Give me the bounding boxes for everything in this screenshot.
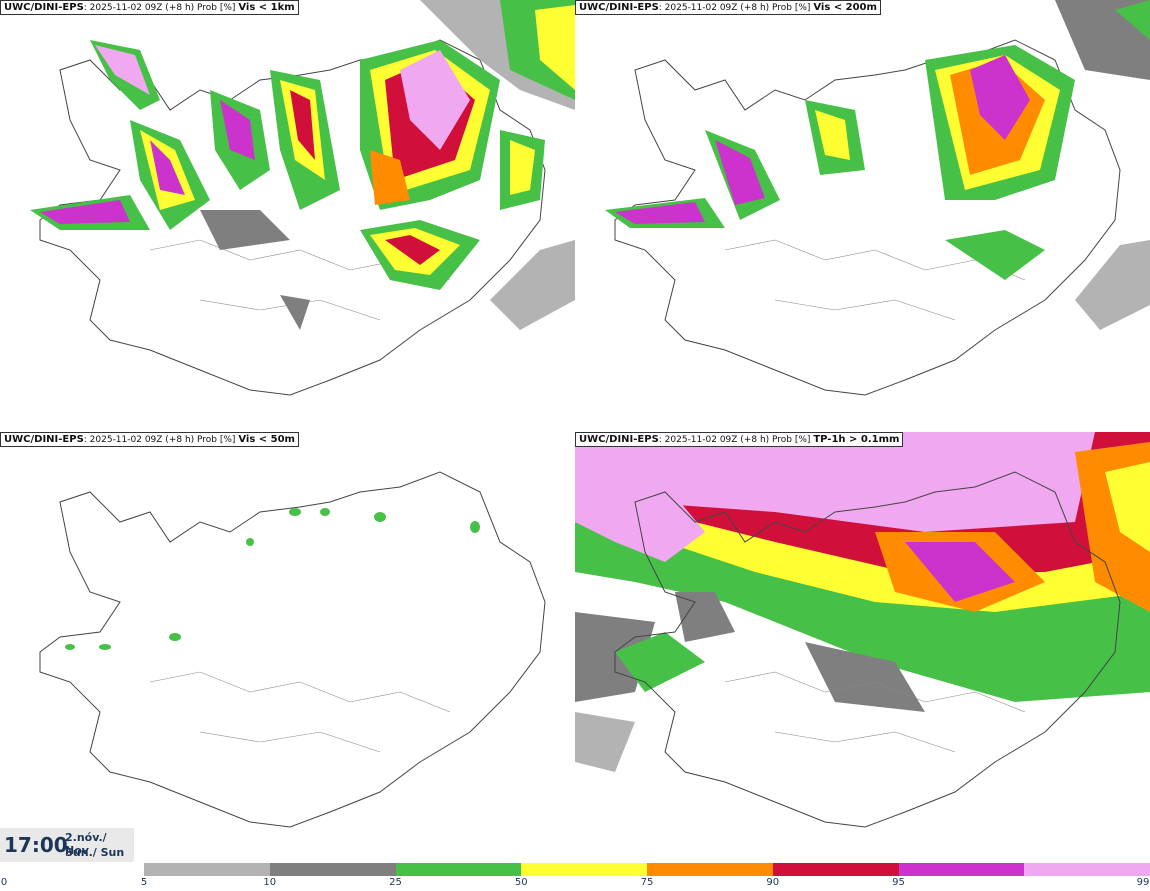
colorbar-tick-label: 10 bbox=[263, 877, 277, 888]
colorbar-tick-label: 5 bbox=[140, 877, 148, 888]
colorbar-segment bbox=[898, 863, 1025, 876]
colorbar-tick-label: 0 bbox=[0, 877, 8, 888]
colorbar-segment bbox=[521, 863, 647, 876]
valid-date-line1: 2.nóv./ Nov bbox=[65, 831, 107, 857]
probability-map bbox=[30, 0, 575, 396]
probability-map bbox=[605, 0, 1150, 396]
probability-map bbox=[39, 471, 546, 828]
colorbar-segment bbox=[144, 863, 270, 876]
map-panel-tp-1h: UWC/DINI-EPS: 2025-11-02 09Z (+8 h) Prob… bbox=[575, 432, 1150, 864]
colorbar-tick-label: 90 bbox=[766, 877, 780, 888]
probability-map bbox=[575, 432, 1150, 828]
map-panel-vis-50m: UWC/DINI-EPS: 2025-11-02 09Z (+8 h) Prob… bbox=[0, 432, 575, 864]
valid-time-box: 17:00 2.nóv./ Nov Sun./ Sun bbox=[0, 828, 134, 862]
colorbar-segment bbox=[269, 863, 396, 876]
valid-time: 17:00 bbox=[4, 833, 68, 857]
colorbar-tick-label: 50 bbox=[514, 877, 528, 888]
colorbar-segment bbox=[772, 863, 899, 876]
colorbar-segment bbox=[647, 863, 773, 876]
panel-title: UWC/DINI-EPS: 2025-11-02 09Z (+8 h) Prob… bbox=[0, 432, 299, 447]
colorbar-segment bbox=[395, 863, 522, 876]
colorbar-tick-label: 99 bbox=[1136, 877, 1150, 888]
map-panel-vis-200m: UWC/DINI-EPS: 2025-11-02 09Z (+8 h) Prob… bbox=[575, 0, 1150, 432]
panel-title: UWC/DINI-EPS: 2025-11-02 09Z (+8 h) Prob… bbox=[575, 432, 904, 447]
colorbar-tick-label: 95 bbox=[892, 877, 905, 888]
colorbar-tick-label: 25 bbox=[389, 877, 402, 888]
colorbar-segment bbox=[1024, 863, 1150, 876]
probability-colorbar bbox=[144, 863, 1150, 876]
valid-date-line2: Sun./ Sun bbox=[65, 846, 125, 859]
panel-title: UWC/DINI-EPS: 2025-11-02 09Z (+8 h) Prob… bbox=[575, 0, 881, 15]
map-panel-vis-1km: UWC/DINI-EPS: 2025-11-02 09Z (+8 h) Prob… bbox=[0, 0, 575, 432]
panel-title: UWC/DINI-EPS: 2025-11-02 09Z (+8 h) Prob… bbox=[0, 0, 299, 15]
colorbar-tick-label: 75 bbox=[640, 877, 654, 888]
